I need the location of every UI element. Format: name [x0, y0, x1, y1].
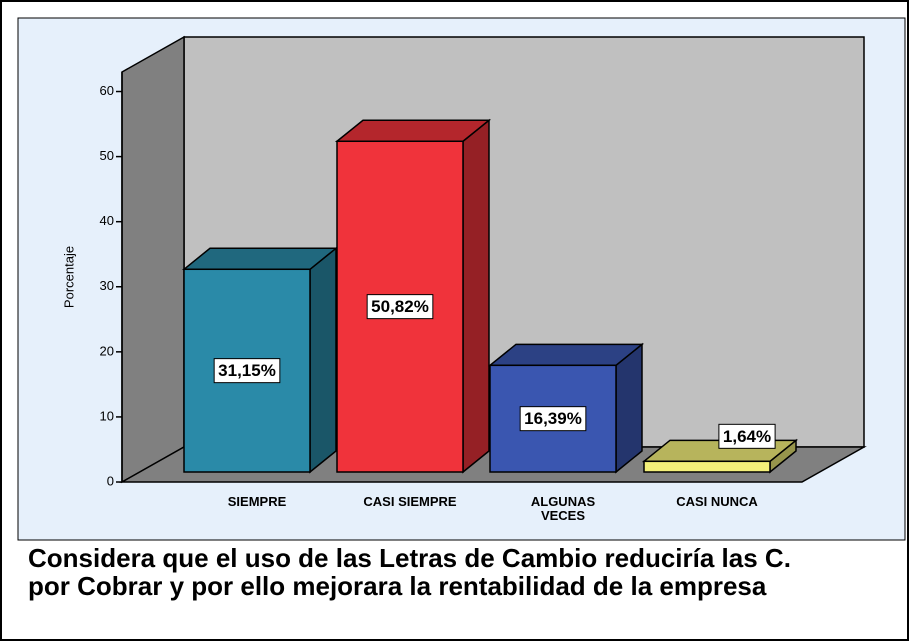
- bar-top: [487, 343, 645, 367]
- x-tick-label: CASI NUNCA: [676, 494, 758, 509]
- side-wall: [121, 35, 185, 484]
- y-tick-label: 50: [100, 148, 114, 163]
- value-label: 50,82%: [371, 297, 429, 316]
- bar-top: [181, 247, 339, 271]
- bar-side: [615, 342, 643, 474]
- x-tick-label: ALGUNAS VECES: [530, 494, 596, 523]
- y-tick-label: 30: [100, 278, 114, 293]
- chart-title: Considera que el uso de las Letras de Ca…: [28, 543, 791, 601]
- y-tick-label: 0: [107, 473, 114, 488]
- y-tick-label: 10: [100, 408, 114, 423]
- bar-top: [334, 119, 492, 143]
- bar: [489, 364, 617, 473]
- value-label: 16,39%: [524, 409, 582, 428]
- value-label-box: [366, 294, 434, 320]
- value-label-box: [718, 423, 776, 449]
- bar: [643, 460, 771, 473]
- value-label-box: [519, 406, 587, 432]
- value-label: 1,64%: [723, 427, 771, 446]
- y-tick-label: 60: [100, 83, 114, 98]
- value-label: 31,15%: [218, 361, 276, 380]
- y-axis-label: Porcentaje: [61, 246, 76, 308]
- y-tick-label: 40: [100, 213, 114, 228]
- value-label-box: [213, 358, 281, 384]
- bar-side: [309, 246, 337, 474]
- y-tick-label: 20: [100, 343, 114, 358]
- bar-side: [462, 118, 490, 474]
- x-tick-label: CASI SIEMPRE: [363, 494, 457, 509]
- x-tick-label: SIEMPRE: [227, 494, 287, 509]
